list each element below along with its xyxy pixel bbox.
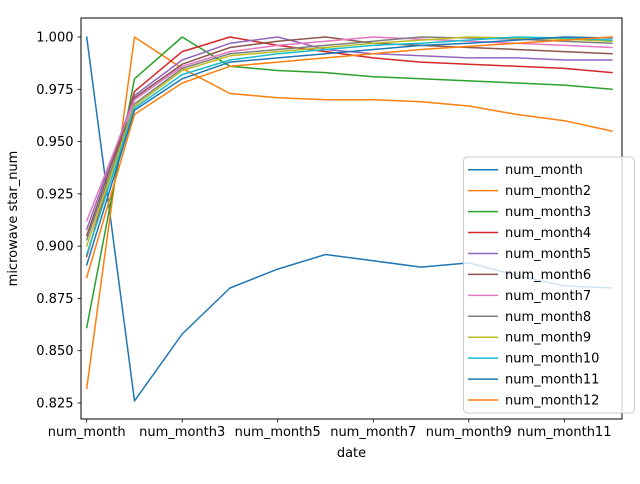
legend-label-num_month2: num_month2: [505, 184, 591, 199]
legend-label-num_month7: num_month7: [505, 289, 591, 304]
series-line-num_month4: [85, 36, 613, 258]
x-axis-label: date: [337, 446, 366, 461]
legend-label-num_month5: num_month5: [505, 247, 591, 262]
legend-label-num_month12: num_month12: [505, 394, 599, 409]
legend-label-num_month8: num_month8: [505, 310, 591, 325]
x-tick-label: num_month5: [235, 425, 321, 440]
series-line-num_month11: [85, 36, 613, 266]
series-line-num_month3: [85, 36, 613, 329]
legend-label-num_month: num_month: [505, 163, 583, 178]
y-tick-label: 0.875: [36, 292, 73, 307]
x-tick-label: num_month11: [517, 425, 611, 440]
series-line-num_month12: [85, 36, 613, 279]
x-tick-label: num_month: [48, 425, 126, 440]
legend-label-num_month9: num_month9: [505, 331, 591, 346]
y-tick-label: 0.925: [36, 187, 73, 202]
legend-box: [463, 156, 635, 414]
y-axis-label: microwave star_num: [6, 151, 21, 287]
series-line-num_month9: [85, 36, 613, 247]
series-line-num_month6: [85, 36, 613, 237]
y-tick-label: 1.000: [36, 31, 73, 46]
legend-label-num_month10: num_month10: [505, 352, 599, 367]
legend-label-num_month11: num_month11: [505, 373, 599, 388]
y-tick-label: 0.850: [36, 344, 73, 359]
legend-label-num_month6: num_month6: [505, 268, 591, 283]
y-tick-label: 0.975: [36, 83, 73, 98]
x-tick-label: num_month7: [330, 425, 416, 440]
x-tick-label: num_month3: [139, 425, 225, 440]
series-line-num_month2: [85, 36, 613, 390]
x-tick-label: num_month9: [426, 425, 512, 440]
y-tick-label: 0.950: [36, 135, 73, 150]
series-line-num_month10: [85, 36, 613, 256]
legend-label-num_month4: num_month4: [505, 226, 591, 241]
legend-label-num_month3: num_month3: [505, 205, 591, 220]
y-tick-label: 0.900: [36, 240, 73, 255]
y-tick-label: 0.825: [36, 396, 73, 411]
series-line-num_month7: [85, 36, 613, 222]
